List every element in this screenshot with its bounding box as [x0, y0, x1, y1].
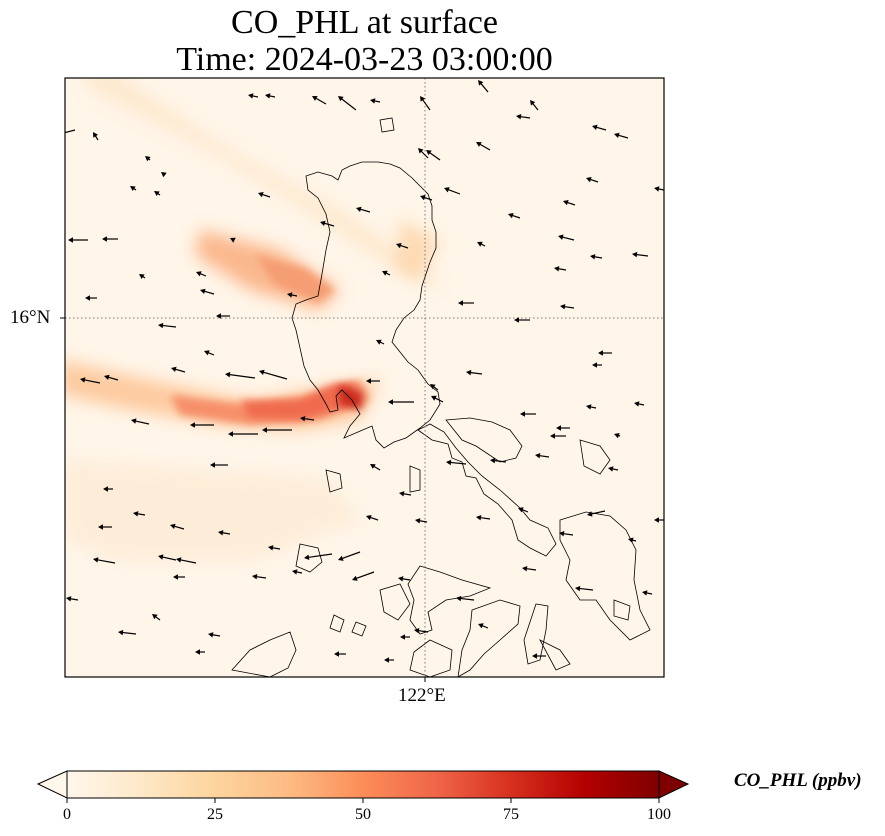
map-frame — [64, 77, 665, 678]
coastlines — [231, 117, 651, 677]
plot-title-line1: CO_PHL at surface — [231, 4, 498, 41]
colorbar-gradient — [66, 770, 660, 799]
map-area — [65, 78, 664, 677]
wind-vectors — [65, 80, 664, 663]
lat-tick-label: 16°N — [10, 307, 51, 328]
map-background — [65, 78, 664, 677]
plot-title-line2: Time: 2024-03-23 03:00:00 — [176, 41, 553, 78]
colorbar-max-extend — [658, 770, 690, 799]
co-concentration-field — [65, 78, 440, 560]
lon-tick-label: 122°E — [398, 685, 446, 706]
colorbar-tick-50: 50 — [355, 806, 371, 823]
colorbar-label: CO_PHL (ppbv) — [734, 770, 862, 791]
colorbar — [36, 770, 690, 803]
colorbar-tick-100: 100 — [647, 806, 671, 823]
colorbar-tick-25: 25 — [207, 806, 223, 823]
colorbar-min-extend — [36, 770, 68, 799]
colorbar-tick-0: 0 — [63, 806, 71, 823]
colorbar-tick-75: 75 — [503, 806, 519, 823]
